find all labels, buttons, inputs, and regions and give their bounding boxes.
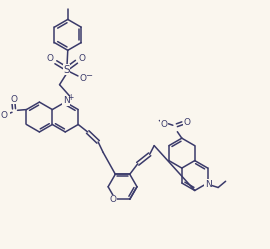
Text: N: N: [63, 96, 70, 105]
Text: O: O: [109, 195, 116, 204]
Text: O: O: [47, 54, 54, 63]
Text: −: −: [85, 71, 92, 80]
Text: O: O: [184, 118, 191, 127]
Text: S: S: [63, 65, 70, 75]
Text: N: N: [205, 180, 212, 189]
Text: O: O: [79, 74, 86, 83]
Text: +: +: [67, 93, 73, 102]
Text: O: O: [10, 95, 17, 104]
Text: O: O: [161, 120, 168, 129]
Text: O: O: [1, 111, 8, 120]
Text: O: O: [79, 54, 86, 62]
